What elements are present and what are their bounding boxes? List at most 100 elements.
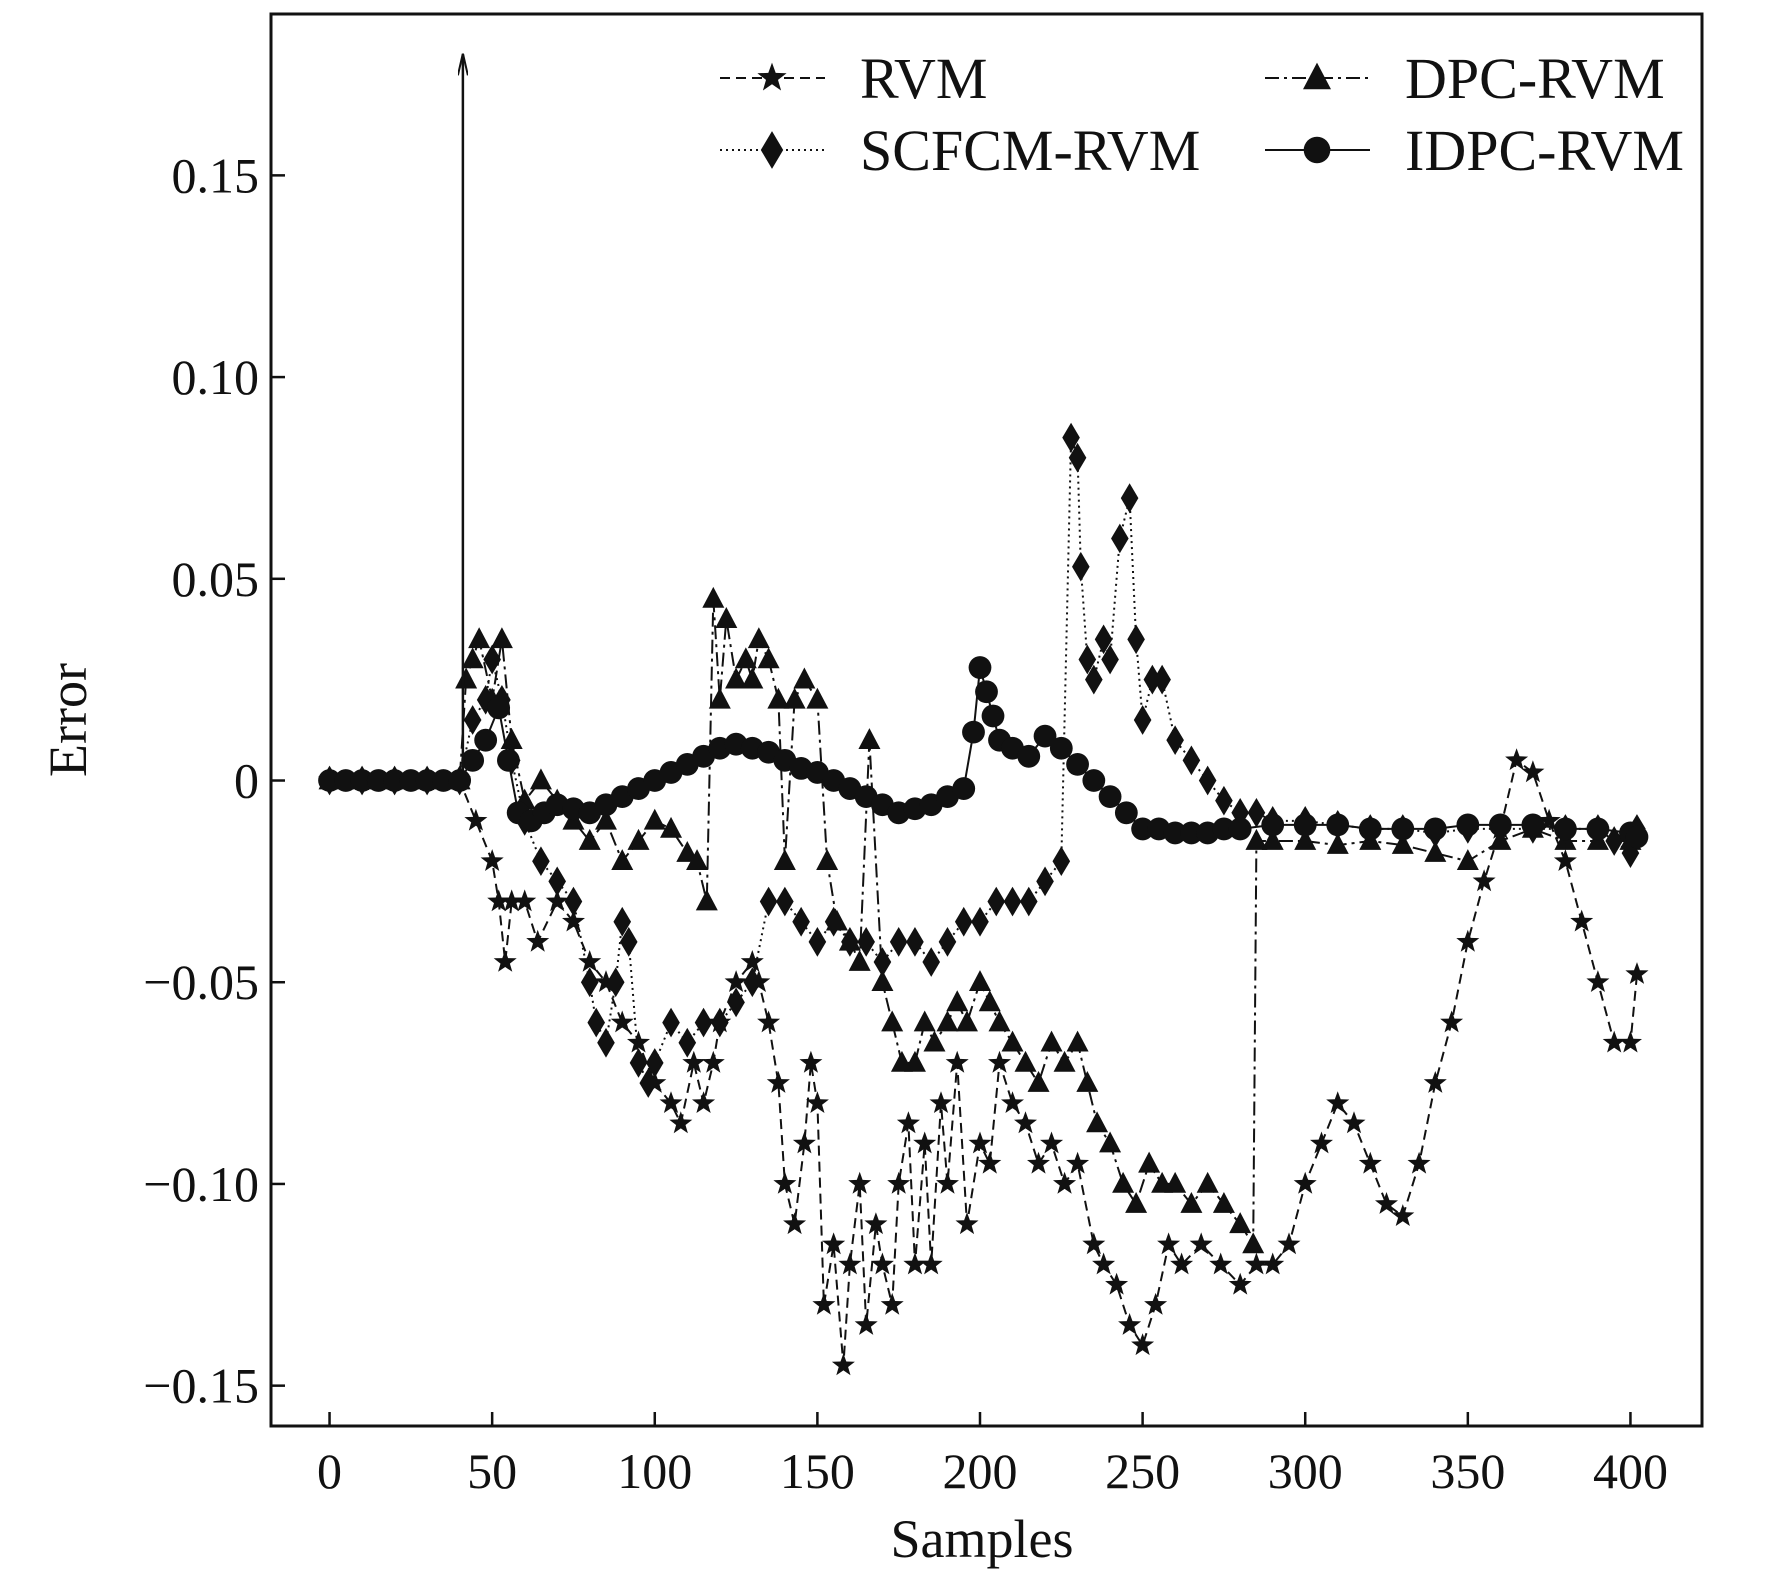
data-point-rvm — [480, 849, 504, 871]
data-point-dpc-rvm — [468, 627, 491, 649]
data-point-idpc-rvm — [415, 769, 439, 792]
data-point-scfcm-rvm — [971, 906, 989, 937]
data-point-dpc-rvm — [1196, 1171, 1219, 1193]
y-tick-label: −0.15 — [143, 1358, 259, 1414]
data-point-idpc-rvm — [1423, 817, 1447, 841]
data-point-idpc-rvm — [981, 704, 1005, 728]
data-point-idpc-rvm — [1554, 817, 1577, 841]
data-point-dpc-rvm — [725, 667, 748, 689]
data-point-dpc-rvm — [871, 970, 894, 992]
data-point-scfcm-rvm — [792, 906, 810, 937]
data-point-rvm — [594, 970, 618, 992]
data-point-dpc-rvm — [1261, 828, 1284, 850]
data-point-rvm — [1170, 1252, 1194, 1275]
data-point-scfcm-rvm — [743, 967, 762, 998]
y-tick-label: 0 — [234, 753, 259, 809]
data-point-rvm — [1625, 962, 1649, 984]
data-point-rvm — [1082, 1232, 1106, 1255]
data-point-scfcm-rvm — [532, 846, 550, 877]
data-point-rvm — [978, 1151, 1002, 1174]
data-point-idpc-rvm — [1358, 817, 1382, 841]
data-point-scfcm-rvm — [987, 886, 1006, 917]
data-point-rvm — [988, 1050, 1011, 1073]
data-point-scfcm-rvm — [1133, 705, 1152, 735]
series-dpc-rvm — [318, 586, 1648, 1254]
data-point-rvm — [578, 950, 602, 972]
data-point-dpc-rvm — [1086, 1111, 1109, 1133]
data-point-idpc-rvm — [968, 656, 992, 679]
data-point-dpc-rvm — [1229, 1212, 1252, 1234]
data-point-rvm — [822, 1232, 846, 1255]
data-point-rvm — [812, 1292, 836, 1315]
data-point-idpc-rvm — [975, 680, 998, 704]
series-line-rvm — [329, 758, 1638, 1366]
data-point-scfcm-rvm — [808, 927, 827, 957]
data-point-rvm — [1375, 1192, 1398, 1214]
data-point-scfcm-rvm — [483, 644, 501, 675]
data-point-dpc-rvm — [773, 849, 796, 870]
data-point-idpc-rvm — [448, 769, 472, 792]
data-point-rvm — [799, 1050, 823, 1073]
data-point-rvm — [1244, 1252, 1268, 1275]
data-point-idpc-rvm — [1521, 813, 1545, 837]
data-point-scfcm-rvm — [645, 1048, 664, 1078]
data-point-idpc-rvm — [1293, 813, 1317, 837]
data-point-rvm — [1586, 970, 1610, 992]
data-point-rvm — [1521, 760, 1545, 783]
data-point-rvm — [945, 1050, 969, 1073]
data-point-dpc-rvm — [1138, 1151, 1161, 1173]
data-point-dpc-rvm — [578, 828, 601, 850]
data-point-idpc-rvm — [1114, 801, 1138, 825]
data-point-rvm — [1066, 1151, 1090, 1174]
plot-frame — [269, 12, 1704, 1428]
data-point-rvm — [1092, 1252, 1116, 1275]
data-point-dpc-rvm — [1125, 1192, 1148, 1213]
data-point-scfcm-rvm — [1127, 624, 1145, 655]
data-point-rvm — [936, 1171, 959, 1194]
x-tick-label: 400 — [1593, 1443, 1668, 1499]
data-point-scfcm-rvm — [1003, 886, 1022, 917]
data-point-idpc-rvm — [1049, 736, 1073, 760]
data-point-idpc-rvm — [461, 748, 485, 772]
data-point-dpc-rvm — [695, 889, 718, 911]
data-point-scfcm-rvm — [548, 866, 566, 897]
data-point-scfcm-rvm — [613, 906, 632, 937]
data-point-dpc-rvm — [1076, 1070, 1099, 1092]
data-point-rvm — [1570, 909, 1594, 932]
data-point-idpc-rvm — [1033, 724, 1057, 748]
data-point-rvm — [1553, 849, 1577, 871]
y-tick-label: −0.05 — [143, 954, 259, 1010]
data-point-scfcm-rvm — [841, 927, 859, 957]
data-point-rvm — [880, 1292, 904, 1315]
data-point-dpc-rvm — [660, 816, 683, 838]
data-point-scfcm-rvm — [629, 1048, 648, 1078]
data-point-rvm — [903, 1252, 927, 1275]
data-point-idpc-rvm — [1017, 744, 1041, 768]
data-point-dpc-rvm — [1294, 828, 1317, 850]
legend-entry-rvm: RVM — [720, 46, 988, 111]
data-point-scfcm-rvm — [580, 967, 599, 998]
data-point-dpc-rvm — [816, 849, 839, 870]
data-point-rvm — [805, 1091, 829, 1113]
data-point-scfcm-rvm — [1078, 644, 1097, 675]
data-point-rvm — [1001, 1091, 1024, 1113]
data-point-rvm — [929, 1091, 953, 1113]
x-tick-label: 250 — [1105, 1443, 1180, 1499]
data-point-dpc-rvm — [702, 586, 725, 608]
data-point-rvm — [1391, 1204, 1415, 1226]
y-tick-label: −0.10 — [143, 1156, 259, 1212]
data-point-dpc-rvm — [936, 1010, 959, 1032]
data-point-rvm — [464, 808, 488, 831]
y-tick-label: 0.05 — [172, 551, 260, 607]
data-point-rvm — [1189, 1232, 1213, 1255]
y-axis-label: Error — [38, 663, 98, 777]
data-point-rvm — [1407, 1151, 1431, 1174]
legend: RVM DPC-RVM SCFCM-RVM IDPC-RVM — [720, 46, 1684, 183]
data-point-rvm — [919, 1252, 943, 1275]
data-point-scfcm-rvm — [564, 886, 583, 917]
data-point-rvm — [1157, 1232, 1181, 1255]
data-point-idpc-rvm — [497, 748, 520, 772]
legend-entry-dpc-rvm: DPC-RVM — [1265, 46, 1665, 111]
data-point-scfcm-rvm — [619, 927, 638, 957]
data-point-idpc-rvm — [1163, 821, 1187, 845]
